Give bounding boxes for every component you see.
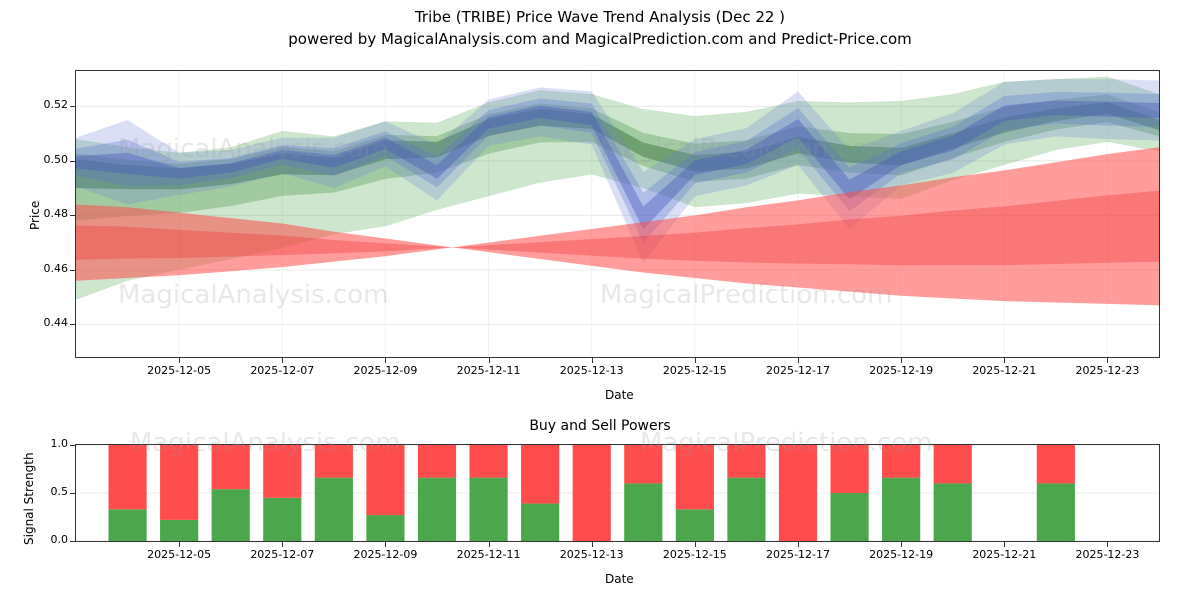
y-tick-label: 0.0 (50, 533, 69, 546)
x-tick-label: 2025-12-13 (559, 548, 624, 561)
y-tick-label: 0.5 (50, 485, 69, 498)
x-tick-label: 2025-12-09 (353, 364, 418, 377)
signal-chart-svg (76, 445, 1159, 541)
y-tick-label: 0.52 (43, 98, 69, 112)
x-tick-label: 2025-12-15 (662, 364, 727, 377)
x-tick-label: 2025-12-17 (766, 364, 830, 377)
x-tick-label: 2025-12-07 (250, 548, 315, 561)
y-tick-label: 1.0 (50, 437, 69, 450)
y-tick-label: 0.44 (43, 316, 69, 330)
signal-y-axis-title: Signal Strength (22, 452, 36, 545)
x-tick-label: 2025-12-23 (1075, 548, 1140, 561)
price-wave-chart (75, 70, 1160, 358)
x-tick-label: 2025-12-05 (147, 548, 212, 561)
price-x-axis-title: Date (605, 388, 634, 402)
y-tick-label: 0.48 (43, 207, 69, 221)
x-tick-label: 2025-12-07 (250, 364, 315, 377)
x-tick-label: 2025-12-23 (1075, 364, 1140, 377)
x-tick-label: 2025-12-15 (662, 548, 727, 561)
x-tick-label: 2025-12-21 (972, 548, 1037, 561)
signal-x-axis-title: Date (605, 572, 634, 586)
title-block: Tribe (TRIBE) Price Wave Trend Analysis … (0, 6, 1200, 50)
price-y-axis-title: Price (28, 200, 42, 230)
y-tick-label: 0.50 (43, 152, 69, 166)
x-tick-label: 2025-12-17 (766, 548, 830, 561)
x-tick-label: 2025-12-13 (559, 364, 624, 377)
x-tick-label: 2025-12-11 (456, 364, 521, 377)
buy-sell-powers-chart (75, 444, 1160, 542)
page-subtitle: powered by MagicalAnalysis.com and Magic… (288, 30, 912, 48)
x-tick-label: 2025-12-21 (972, 364, 1037, 377)
y-tick-label: 0.46 (43, 261, 69, 275)
x-tick-label: 2025-12-09 (353, 548, 418, 561)
x-tick-label: 2025-12-11 (456, 548, 521, 561)
x-tick-label: 2025-12-05 (147, 364, 212, 377)
price-chart-svg (76, 71, 1159, 357)
x-tick-label: 2025-12-19 (869, 548, 934, 561)
page-title: Tribe (TRIBE) Price Wave Trend Analysis … (414, 8, 786, 26)
x-tick-label: 2025-12-19 (869, 364, 934, 377)
signal-chart-title: Buy and Sell Powers (529, 418, 671, 434)
